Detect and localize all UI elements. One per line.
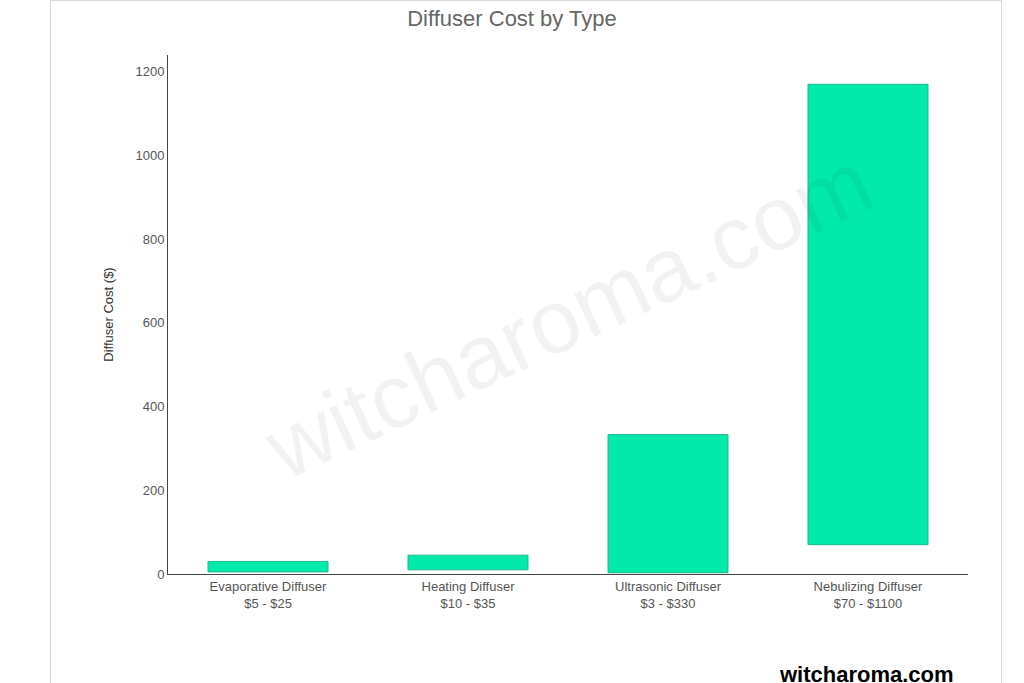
- svg-text:600: 600: [143, 315, 165, 330]
- svg-text:800: 800: [143, 232, 165, 247]
- svg-text:1200: 1200: [135, 64, 164, 79]
- svg-text:0: 0: [157, 567, 164, 582]
- svg-text:400: 400: [143, 399, 165, 414]
- svg-text:200: 200: [143, 483, 165, 498]
- svg-text:Evaporative Diffuser$5 - $25: Evaporative Diffuser$5 - $25: [210, 579, 327, 611]
- svg-text:Heating Diffuser$10 - $35: Heating Diffuser$10 - $35: [422, 579, 516, 611]
- svg-text:witcharoma.com: witcharoma.com: [779, 662, 954, 683]
- svg-text:Diffuser Cost ($): Diffuser Cost ($): [101, 267, 116, 361]
- svg-text:witcharoma.com: witcharoma.com: [250, 131, 887, 499]
- svg-text:1000: 1000: [135, 148, 164, 163]
- svg-text:Diffuser Cost by Type: Diffuser Cost by Type: [407, 6, 617, 31]
- svg-text:Nebulizing Diffuser$70 - $1100: Nebulizing Diffuser$70 - $1100: [814, 579, 924, 611]
- svg-text:Ultrasonic Diffuser$3 - $330: Ultrasonic Diffuser$3 - $330: [615, 579, 722, 611]
